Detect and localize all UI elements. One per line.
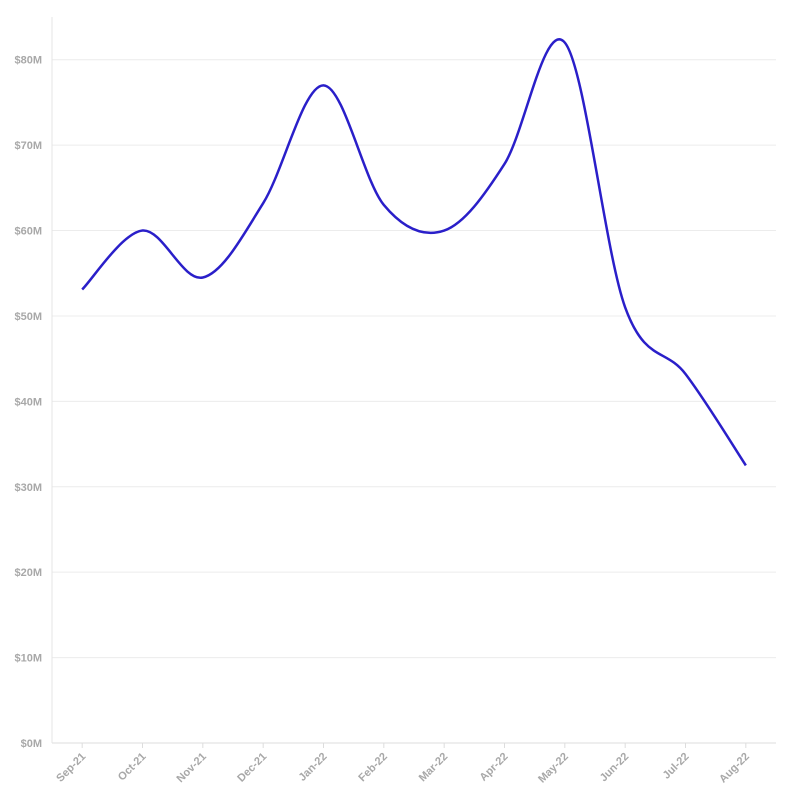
x-tick-label: Jun-22 <box>598 751 632 785</box>
x-tick-label: Jan-22 <box>296 751 329 784</box>
x-tick-label: Apr-22 <box>477 751 510 784</box>
y-tick-label: $40M <box>14 396 42 408</box>
y-tick-label: $50M <box>14 311 42 323</box>
x-tick-label: Feb-22 <box>356 751 390 785</box>
x-tick-label: May-22 <box>536 751 571 786</box>
y-tick-label: $0M <box>21 738 42 750</box>
y-tick-label: $20M <box>14 567 42 579</box>
y-tick-label: $80M <box>14 55 42 67</box>
x-tick-label: Mar-22 <box>417 751 451 785</box>
x-tick-label: Sep-21 <box>54 751 88 785</box>
x-tick-label: Nov-21 <box>175 751 209 785</box>
x-tick-label: Aug-22 <box>717 751 752 786</box>
x-tick-label: Dec-21 <box>235 751 269 785</box>
y-tick-label: $30M <box>14 482 42 494</box>
y-tick-label: $60M <box>14 226 42 238</box>
y-tick-label: $70M <box>14 140 42 152</box>
x-tick-label: Jul-22 <box>661 751 692 782</box>
line <box>81 38 747 467</box>
y-tick-label: $10M <box>14 653 42 665</box>
x-tick-label: Oct-21 <box>116 751 149 784</box>
